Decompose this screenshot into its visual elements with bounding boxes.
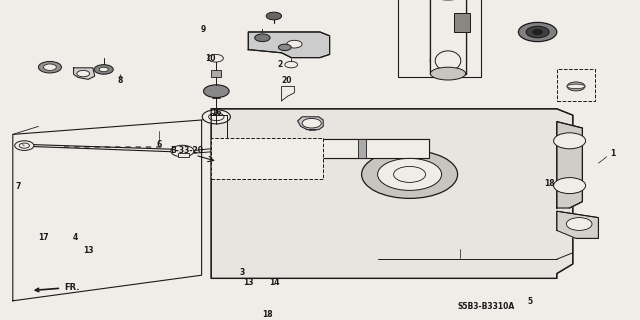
Text: 14: 14 xyxy=(269,278,279,287)
Text: 17: 17 xyxy=(38,233,49,242)
Text: 16: 16 xyxy=(211,108,221,117)
Text: 20: 20 xyxy=(282,76,292,85)
Circle shape xyxy=(362,150,458,198)
Ellipse shape xyxy=(430,48,466,74)
Ellipse shape xyxy=(430,67,466,80)
Polygon shape xyxy=(74,68,95,79)
Circle shape xyxy=(567,82,585,91)
Bar xyxy=(301,139,429,158)
Circle shape xyxy=(77,70,90,77)
Text: 15: 15 xyxy=(307,124,317,133)
Circle shape xyxy=(526,26,549,38)
Bar xyxy=(454,13,470,32)
Text: 5: 5 xyxy=(527,297,532,306)
Circle shape xyxy=(44,64,56,70)
Text: S5B3-B3310A: S5B3-B3310A xyxy=(458,302,515,311)
Text: FR.: FR. xyxy=(35,283,79,292)
Text: 6: 6 xyxy=(156,140,161,149)
Polygon shape xyxy=(211,109,573,278)
Text: 10: 10 xyxy=(205,54,215,63)
Circle shape xyxy=(394,166,426,182)
Text: 9: 9 xyxy=(201,25,206,34)
Circle shape xyxy=(19,143,29,148)
Text: 2: 2 xyxy=(278,60,283,69)
Bar xyxy=(211,70,221,77)
Circle shape xyxy=(554,133,586,149)
Circle shape xyxy=(38,61,61,73)
Circle shape xyxy=(378,158,442,190)
Ellipse shape xyxy=(567,84,585,89)
Text: 3: 3 xyxy=(239,268,244,277)
Bar xyxy=(211,138,323,179)
Bar xyxy=(178,153,189,157)
Text: 13: 13 xyxy=(243,278,253,287)
Circle shape xyxy=(266,12,282,20)
Text: 7: 7 xyxy=(15,182,20,191)
Circle shape xyxy=(255,34,270,42)
Text: B-33-20: B-33-20 xyxy=(170,146,204,155)
Text: 4: 4 xyxy=(73,233,78,242)
Polygon shape xyxy=(557,211,598,238)
Text: 8: 8 xyxy=(118,76,123,85)
Circle shape xyxy=(554,178,586,194)
Circle shape xyxy=(285,61,298,68)
Circle shape xyxy=(532,29,543,35)
Bar xyxy=(301,139,308,163)
Ellipse shape xyxy=(435,51,461,71)
Bar xyxy=(398,0,481,77)
Text: 21: 21 xyxy=(570,220,580,229)
Polygon shape xyxy=(557,122,582,208)
Circle shape xyxy=(518,22,557,42)
Circle shape xyxy=(94,65,113,74)
Circle shape xyxy=(15,141,34,150)
Circle shape xyxy=(99,67,108,72)
Text: 19: 19 xyxy=(282,44,292,53)
Circle shape xyxy=(202,110,230,124)
Circle shape xyxy=(566,218,592,230)
Text: 18: 18 xyxy=(262,310,273,319)
Text: 11: 11 xyxy=(454,51,465,60)
Circle shape xyxy=(302,118,321,128)
Circle shape xyxy=(204,85,229,98)
Text: 18: 18 xyxy=(544,179,554,188)
Text: 13: 13 xyxy=(83,246,93,255)
Bar xyxy=(557,69,595,101)
Bar xyxy=(430,0,466,74)
Bar xyxy=(430,0,466,74)
Bar xyxy=(224,139,232,163)
Polygon shape xyxy=(298,117,323,130)
Bar xyxy=(301,139,429,158)
Bar xyxy=(304,139,312,158)
Circle shape xyxy=(209,113,224,121)
Circle shape xyxy=(171,145,194,157)
Circle shape xyxy=(278,44,291,51)
Bar xyxy=(358,139,366,158)
Circle shape xyxy=(208,54,223,62)
Circle shape xyxy=(287,40,302,48)
Text: 1: 1 xyxy=(611,149,616,158)
Polygon shape xyxy=(248,32,330,58)
